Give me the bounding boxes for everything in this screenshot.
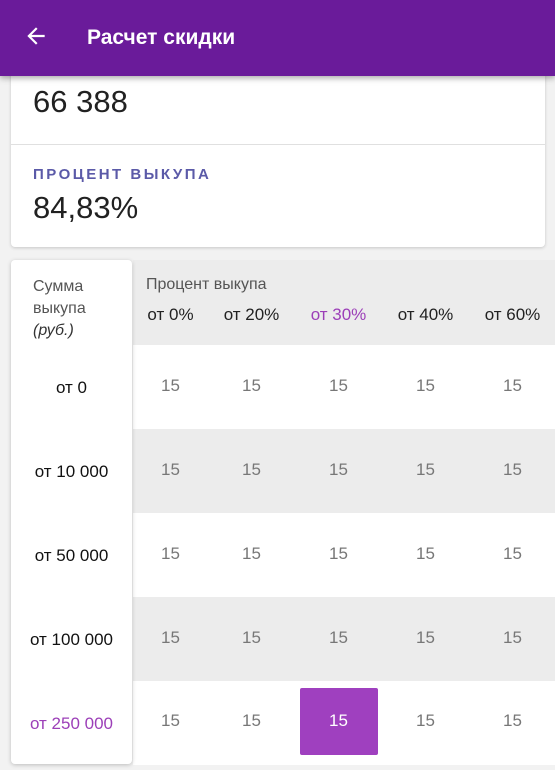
table-cell[interactable]: 15 <box>242 544 261 563</box>
app-bar: Расчет скидки <box>0 0 555 76</box>
table-row-bg <box>133 597 555 681</box>
table-cell[interactable]: 15 <box>161 711 180 730</box>
table-cell[interactable]: 15 <box>242 376 261 395</box>
selected-cell-highlight <box>300 688 378 755</box>
table-cell[interactable]: 15 <box>329 544 348 563</box>
table-cell[interactable]: 15 <box>503 711 522 730</box>
amount-row-50000[interactable]: от 50 000 <box>34 546 109 565</box>
table-cell[interactable]: 15 <box>329 376 348 395</box>
table-row-bg <box>133 513 555 597</box>
table-cell[interactable]: 15 <box>503 544 522 563</box>
amount-row-10000[interactable]: от 10 000 <box>34 462 109 481</box>
amount-row-250000[interactable]: от 250 000 <box>29 714 114 733</box>
amount-row-0[interactable]: от 0 <box>55 378 88 397</box>
table-cell[interactable]: 15 <box>242 460 261 479</box>
table-cell-selected[interactable]: 15 <box>329 711 348 730</box>
table-cell[interactable]: 15 <box>503 628 522 647</box>
table-row-bg <box>133 345 555 429</box>
table-cell[interactable]: 15 <box>329 628 348 647</box>
percent-column-30[interactable]: от 30% <box>310 305 367 324</box>
table-row-bg <box>133 429 555 513</box>
percent-column-0[interactable]: от 0% <box>147 305 194 324</box>
arrow-back-icon <box>23 23 49 54</box>
discount-matrix: Процент выкупа от 0% от 20% от 30% от 40… <box>0 260 555 770</box>
amount-row-100000[interactable]: от 100 000 <box>29 630 114 649</box>
table-cell[interactable]: 15 <box>503 376 522 395</box>
table-cell[interactable]: 15 <box>416 628 435 647</box>
divider <box>11 144 545 145</box>
table-cell[interactable]: 15 <box>161 544 180 563</box>
amount-column: Сумма выкупа (руб.) от 0 от 10 000 от 50… <box>11 260 132 764</box>
percent-column-40[interactable]: от 40% <box>397 305 454 324</box>
redemption-percent-value: 84,83% <box>33 190 139 225</box>
page-title: Расчет скидки <box>87 26 236 49</box>
table-cell[interactable]: 15 <box>416 376 435 395</box>
table-cell[interactable]: 15 <box>416 544 435 563</box>
percent-column-60[interactable]: от 60% <box>484 305 541 324</box>
back-button[interactable] <box>14 20 58 56</box>
redemption-sum-value: 66 388 <box>33 84 128 119</box>
percent-header-row <box>133 260 555 345</box>
table-cell[interactable]: 15 <box>416 460 435 479</box>
redemption-percent-label: ПРОЦЕНТ ВЫКУПА <box>33 166 212 183</box>
amount-header-unit: (руб.) <box>33 322 74 339</box>
table-cell[interactable]: 15 <box>503 460 522 479</box>
amount-column-header: Сумма выкупа (руб.) <box>33 276 86 342</box>
table-cell[interactable]: 15 <box>242 711 261 730</box>
table-cell[interactable]: 15 <box>242 628 261 647</box>
table-cell[interactable]: 15 <box>416 711 435 730</box>
percent-column-20[interactable]: от 20% <box>223 305 280 324</box>
amount-header-line1: Сумма <box>33 278 84 295</box>
percent-header-title: Процент выкупа <box>146 276 267 293</box>
table-cell[interactable]: 15 <box>329 460 348 479</box>
table-cell[interactable]: 15 <box>161 628 180 647</box>
amount-header-line2: выкупа <box>33 300 86 317</box>
table-cell[interactable]: 15 <box>161 376 180 395</box>
table-cell[interactable]: 15 <box>161 460 180 479</box>
